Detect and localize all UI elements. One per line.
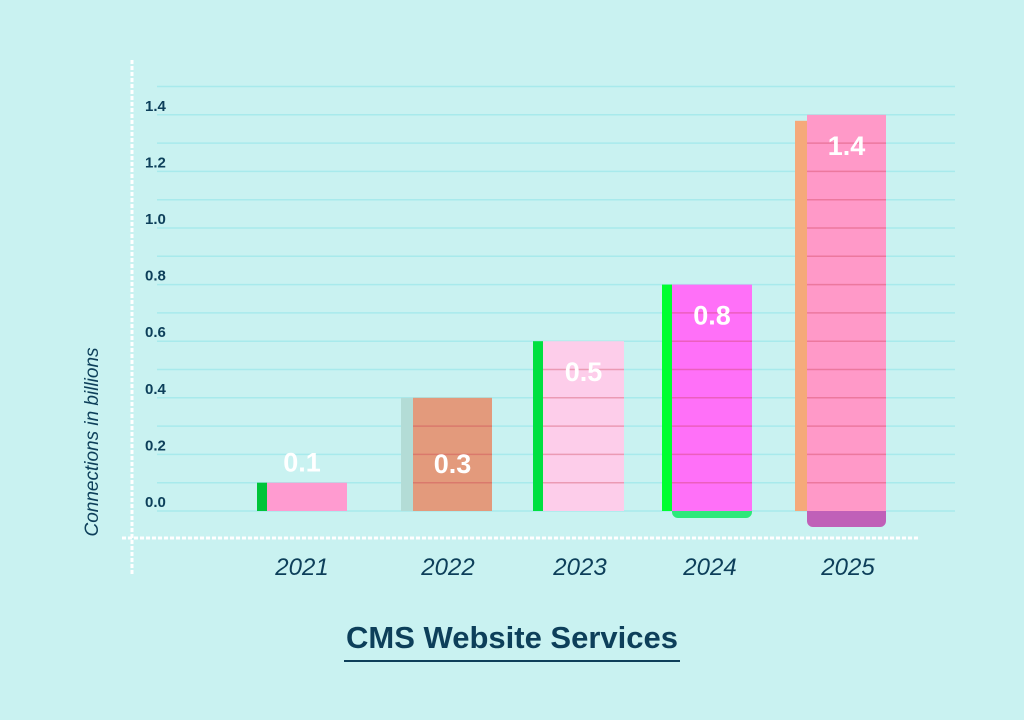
x-tick-label: 2025	[820, 554, 875, 581]
x-tick-label: 2023	[552, 554, 607, 581]
value-label: 1.4	[828, 131, 866, 161]
y-tick-label: 0.4	[145, 381, 167, 398]
bar-accent-2025	[795, 120, 807, 512]
y-tick-label: 1.4	[145, 98, 167, 115]
y-axis-label: Connections in billions	[82, 347, 103, 537]
y-tick-label: 0.8	[145, 268, 166, 285]
y-tick-label: 1.2	[145, 154, 166, 171]
y-tick-label: 0.6	[145, 324, 166, 341]
x-tick-label: 2022	[420, 554, 474, 581]
chart-title: CMS Website Services	[0, 620, 1024, 662]
value-label: 0.8	[693, 301, 731, 331]
value-label: 0.5	[565, 357, 603, 387]
bar-2022	[413, 397, 492, 511]
bar-2023	[543, 341, 624, 511]
bar-2025	[807, 114, 886, 512]
x-tick-label: 2021	[274, 554, 328, 581]
bar-accent-2024	[662, 284, 672, 511]
value-label: 0.3	[434, 449, 472, 479]
value-label: 0.1	[283, 448, 321, 478]
y-tick-label: 0.0	[145, 494, 166, 511]
bar-2024	[672, 284, 752, 511]
x-tick-label: 2024	[682, 554, 736, 581]
y-tick-label: 1.0	[145, 211, 166, 228]
bar-accent-2023	[533, 341, 543, 511]
bar-2021	[267, 482, 347, 511]
y-tick-label: 0.2	[145, 437, 166, 454]
bar-accent-2021	[257, 482, 267, 511]
bar-accent-2022	[401, 397, 413, 511]
